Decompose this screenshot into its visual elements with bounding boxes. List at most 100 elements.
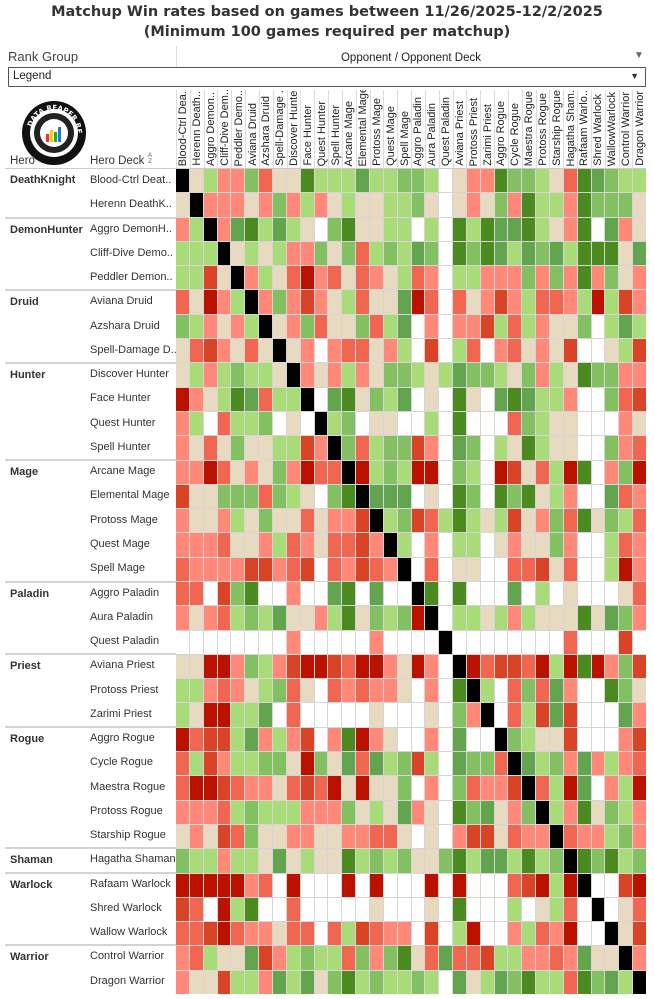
- heatmap-cell[interactable]: [494, 217, 508, 241]
- heatmap-cell[interactable]: [536, 581, 550, 606]
- heatmap-cell[interactable]: [245, 703, 259, 727]
- heatmap-cell[interactable]: [563, 776, 577, 800]
- heatmap-cell[interactable]: [203, 897, 217, 922]
- heatmap-cell[interactable]: [217, 946, 231, 970]
- heatmap-cell[interactable]: [231, 387, 245, 411]
- heatmap-cell[interactable]: [605, 314, 619, 339]
- heatmap-cell[interactable]: [383, 630, 397, 654]
- heatmap-cell[interactable]: [189, 630, 203, 654]
- heatmap-cell[interactable]: [231, 581, 245, 606]
- heatmap-cell[interactable]: [356, 946, 369, 970]
- heatmap-cell[interactable]: [563, 460, 577, 484]
- heatmap-cell[interactable]: [577, 776, 591, 800]
- heatmap-cell[interactable]: [314, 606, 328, 630]
- heatmap-cell[interactable]: [203, 654, 217, 679]
- heatmap-cell[interactable]: [536, 387, 550, 411]
- heatmap-cell[interactable]: [272, 727, 286, 752]
- heatmap-cell[interactable]: [245, 727, 259, 752]
- heatmap-cell[interactable]: [425, 727, 439, 752]
- heatmap-cell[interactable]: [217, 873, 231, 897]
- heatmap-cell[interactable]: [425, 314, 439, 339]
- heatmap-cell[interactable]: [466, 533, 480, 557]
- heatmap-cell[interactable]: [189, 387, 203, 411]
- heatmap-cell[interactable]: [176, 679, 189, 703]
- heatmap-cell[interactable]: [259, 363, 272, 387]
- heatmap-cell[interactable]: [605, 727, 619, 752]
- heatmap-cell[interactable]: [453, 387, 466, 411]
- heatmap-cell[interactable]: [259, 946, 272, 970]
- column-header[interactable]: Azshara Druid: [258, 90, 273, 168]
- heatmap-cell[interactable]: [453, 290, 466, 314]
- heatmap-cell[interactable]: [259, 509, 272, 533]
- heatmap-cell[interactable]: [189, 411, 203, 436]
- heatmap-cell[interactable]: [245, 193, 259, 217]
- heatmap-cell[interactable]: [383, 752, 397, 776]
- heatmap-cell[interactable]: [383, 703, 397, 727]
- heatmap-cell[interactable]: [286, 387, 300, 411]
- heatmap-cell[interactable]: [605, 193, 619, 217]
- heatmap-cell[interactable]: [259, 873, 272, 897]
- heatmap-cell[interactable]: [563, 581, 577, 606]
- heatmap-cell[interactable]: [550, 339, 563, 363]
- heatmap-cell[interactable]: [189, 557, 203, 581]
- heatmap-cell[interactable]: [272, 849, 286, 873]
- heatmap-cell[interactable]: [439, 752, 453, 776]
- heatmap-cell[interactable]: [425, 436, 439, 460]
- heatmap-cell[interactable]: [550, 654, 563, 679]
- heatmap-cell[interactable]: [203, 727, 217, 752]
- heatmap-cell[interactable]: [619, 946, 633, 970]
- heatmap-cell[interactable]: [591, 557, 605, 581]
- heatmap-cell[interactable]: [439, 217, 453, 241]
- heatmap-cell[interactable]: [397, 193, 411, 217]
- heatmap-cell[interactable]: [494, 339, 508, 363]
- heatmap-cell[interactable]: [619, 460, 633, 484]
- heatmap-cell[interactable]: [259, 533, 272, 557]
- heatmap-cell[interactable]: [328, 363, 342, 387]
- heatmap-cell[interactable]: [231, 533, 245, 557]
- heatmap-cell[interactable]: [563, 606, 577, 630]
- heatmap-cell[interactable]: [231, 266, 245, 290]
- heatmap-cell[interactable]: [411, 387, 425, 411]
- heatmap-cell[interactable]: [536, 241, 550, 266]
- heatmap-cell[interactable]: [397, 581, 411, 606]
- heatmap-cell[interactable]: [231, 970, 245, 994]
- heatmap-cell[interactable]: [397, 460, 411, 484]
- heatmap-cell[interactable]: [272, 460, 286, 484]
- heatmap-cell[interactable]: [286, 897, 300, 922]
- heatmap-cell[interactable]: [411, 849, 425, 873]
- heatmap-cell[interactable]: [522, 290, 536, 314]
- heatmap-cell[interactable]: [342, 363, 356, 387]
- heatmap-cell[interactable]: [522, 241, 536, 266]
- heatmap-cell[interactable]: [425, 557, 439, 581]
- heatmap-cell[interactable]: [356, 970, 369, 994]
- heatmap-cell[interactable]: [397, 824, 411, 849]
- heatmap-cell[interactable]: [494, 752, 508, 776]
- heatmap-cell[interactable]: [369, 411, 383, 436]
- heatmap-cell[interactable]: [369, 314, 383, 339]
- heatmap-cell[interactable]: [203, 241, 217, 266]
- heatmap-cell[interactable]: [397, 897, 411, 922]
- heatmap-cell[interactable]: [176, 314, 189, 339]
- heatmap-cell[interactable]: [314, 703, 328, 727]
- heatmap-cell[interactable]: [605, 339, 619, 363]
- heatmap-cell[interactable]: [508, 339, 522, 363]
- heatmap-cell[interactable]: [356, 922, 369, 946]
- heatmap-cell[interactable]: [591, 897, 605, 922]
- heatmap-cell[interactable]: [342, 314, 356, 339]
- heatmap-cell[interactable]: [272, 630, 286, 654]
- heatmap-cell[interactable]: [605, 460, 619, 484]
- heatmap-cell[interactable]: [439, 703, 453, 727]
- heatmap-cell[interactable]: [425, 752, 439, 776]
- heatmap-cell[interactable]: [494, 509, 508, 533]
- heatmap-cell[interactable]: [619, 193, 633, 217]
- heatmap-cell[interactable]: [536, 436, 550, 460]
- heatmap-cell[interactable]: [494, 436, 508, 460]
- heatmap-cell[interactable]: [203, 946, 217, 970]
- heatmap-cell[interactable]: [439, 606, 453, 630]
- heatmap-cell[interactable]: [259, 217, 272, 241]
- heatmap-cell[interactable]: [203, 314, 217, 339]
- heatmap-cell[interactable]: [563, 241, 577, 266]
- heatmap-cell[interactable]: [536, 411, 550, 436]
- heatmap-cell[interactable]: [328, 922, 342, 946]
- heatmap-cell[interactable]: [369, 533, 383, 557]
